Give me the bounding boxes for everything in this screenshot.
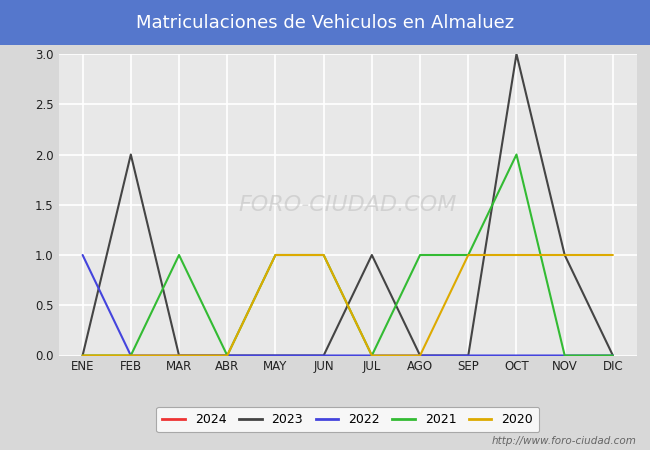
2021: [368, 353, 376, 358]
2020: [609, 252, 617, 258]
2022: [224, 353, 231, 358]
2022: [464, 353, 472, 358]
2021: [464, 252, 472, 258]
2022: [272, 353, 280, 358]
2021: [609, 353, 617, 358]
Text: FORO-CIUDAD.COM: FORO-CIUDAD.COM: [239, 195, 457, 215]
2021: [513, 152, 521, 157]
2024: [175, 353, 183, 358]
Line: 2023: 2023: [83, 54, 613, 356]
2020: [127, 353, 135, 358]
2020: [368, 353, 376, 358]
2022: [561, 353, 569, 358]
2022: [513, 353, 521, 358]
2023: [513, 51, 521, 57]
2021: [175, 252, 183, 258]
Line: 2020: 2020: [83, 255, 613, 356]
2022: [79, 252, 86, 258]
2022: [175, 353, 183, 358]
2020: [561, 252, 569, 258]
2021: [561, 353, 569, 358]
2021: [127, 353, 135, 358]
Legend: 2024, 2023, 2022, 2021, 2020: 2024, 2023, 2022, 2021, 2020: [156, 407, 540, 432]
2021: [79, 353, 86, 358]
2023: [320, 353, 328, 358]
2020: [513, 252, 521, 258]
2022: [320, 353, 328, 358]
2022: [416, 353, 424, 358]
Line: 2021: 2021: [83, 154, 613, 356]
2023: [79, 353, 86, 358]
2022: [368, 353, 376, 358]
2023: [561, 252, 569, 258]
2020: [175, 353, 183, 358]
2020: [272, 252, 280, 258]
2022: [609, 353, 617, 358]
Text: http://www.foro-ciudad.com: http://www.foro-ciudad.com: [492, 436, 637, 446]
2021: [272, 252, 280, 258]
2023: [609, 353, 617, 358]
Line: 2022: 2022: [83, 255, 613, 356]
2020: [224, 353, 231, 358]
Text: Matriculaciones de Vehiculos en Almaluez: Matriculaciones de Vehiculos en Almaluez: [136, 14, 514, 32]
2024: [79, 353, 86, 358]
2020: [416, 353, 424, 358]
2021: [320, 252, 328, 258]
2020: [79, 353, 86, 358]
2020: [320, 252, 328, 258]
2022: [127, 353, 135, 358]
2021: [224, 353, 231, 358]
2023: [416, 353, 424, 358]
2023: [224, 353, 231, 358]
2023: [464, 353, 472, 358]
2024: [127, 353, 135, 358]
2023: [368, 252, 376, 258]
2020: [464, 252, 472, 258]
2023: [175, 353, 183, 358]
2024: [224, 353, 231, 358]
2023: [272, 353, 280, 358]
2021: [416, 252, 424, 258]
2023: [127, 152, 135, 157]
2024: [272, 353, 280, 358]
